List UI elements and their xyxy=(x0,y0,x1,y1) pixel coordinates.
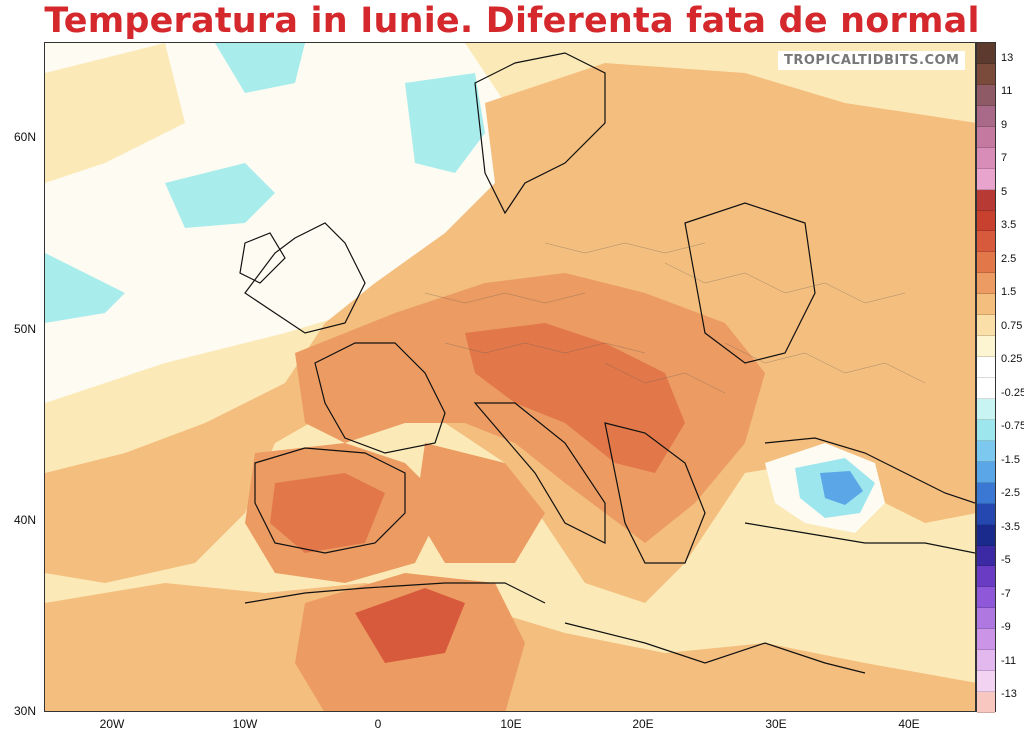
cool-patch xyxy=(215,43,305,93)
colorbar-cell xyxy=(977,273,995,295)
colorbar-cell xyxy=(977,189,995,211)
colorbar-cell xyxy=(977,524,995,546)
colorbar-label: 0.25 xyxy=(1001,353,1023,366)
colorbar-cell xyxy=(977,378,995,399)
cool-patch xyxy=(405,73,485,173)
colorbar-cell xyxy=(977,419,995,441)
lon-label-30e: 30E xyxy=(765,717,787,731)
colorbar-cell xyxy=(977,671,995,693)
hottest-region xyxy=(270,473,385,553)
colorbar-cell xyxy=(977,692,995,713)
hottest-region xyxy=(355,588,465,663)
lat-label-60n: 60N xyxy=(14,130,37,144)
lat-label-40n: 40N xyxy=(14,513,37,527)
colorbar-label: 1.5 xyxy=(1001,286,1017,299)
lon-label-20w: 20W xyxy=(99,717,125,731)
colorbar-cell xyxy=(977,566,995,588)
colorbar-cell xyxy=(977,336,995,358)
colorbar-label: 3.5 xyxy=(1001,219,1017,232)
hot-region xyxy=(415,443,545,563)
cool-patch xyxy=(165,163,275,228)
colorbar-label: -7 xyxy=(1001,587,1011,600)
colorbar-cell xyxy=(977,461,995,483)
coastlines xyxy=(239,52,975,674)
colorbar-label: 2.5 xyxy=(1001,252,1017,265)
colorbar-label: -13 xyxy=(1001,688,1017,700)
colorbar-cell xyxy=(977,440,995,462)
lon-label-10w: 10W xyxy=(232,717,258,731)
colorbar-cell xyxy=(977,147,995,169)
colorbar-cell xyxy=(977,398,995,420)
colorbar-cell xyxy=(977,294,995,316)
colorbar-cell xyxy=(977,210,995,232)
colorbar-cell xyxy=(977,168,995,190)
lon-label-10e: 10E xyxy=(500,717,522,731)
colorbar-cell xyxy=(977,482,995,504)
colorbar-label: 9 xyxy=(1001,118,1008,131)
colorbar-cell xyxy=(977,105,995,127)
colorbar-label: -3.5 xyxy=(1001,520,1020,533)
hottest-region xyxy=(465,323,685,473)
lat-label-30n: 30N xyxy=(14,704,37,718)
colorbar-label: 13 xyxy=(1001,52,1014,64)
cool-patch xyxy=(45,253,125,323)
colorbar-label: -0.75 xyxy=(1001,420,1024,433)
map-canvas xyxy=(45,43,975,711)
lat-label-50n: 50N xyxy=(14,322,37,336)
colorbar-cell xyxy=(977,587,995,609)
map-title: Temperatura in Iunie. Diferenta fata de … xyxy=(44,1,980,41)
source-watermark: TROPICALTIDBITS.COM xyxy=(778,51,966,70)
cold-anomaly-core xyxy=(820,471,863,505)
colorbar-cell xyxy=(977,629,995,651)
colorbar-label: -9 xyxy=(1001,621,1011,634)
colorbar-label: -0.25 xyxy=(1001,386,1024,399)
colorbar-cell xyxy=(977,231,995,253)
colorbar-cell xyxy=(977,608,995,630)
lon-label-20e: 20E xyxy=(632,717,654,731)
colorbar-label: -1.5 xyxy=(1001,453,1020,466)
colorbar-cell xyxy=(977,63,995,85)
colorbar-cell xyxy=(977,315,995,337)
colorbar-label: 11 xyxy=(1001,85,1013,98)
temperature-anomaly-map xyxy=(44,42,976,712)
colorbar-cell xyxy=(977,503,995,525)
colorbar-cell xyxy=(977,126,995,148)
colorbar-label: 7 xyxy=(1001,152,1008,165)
colorbar-cell xyxy=(977,650,995,672)
colorbar-cell xyxy=(977,84,995,106)
colorbar xyxy=(976,42,996,713)
colorbar-cell xyxy=(977,43,995,64)
country-borders xyxy=(424,242,926,394)
lon-label-0: 0 xyxy=(374,717,382,731)
colorbar-cell xyxy=(977,252,995,274)
colorbar-cell xyxy=(977,357,995,378)
colorbar-label: 0.75 xyxy=(1001,319,1023,332)
lon-label-40e: 40E xyxy=(898,717,920,731)
colorbar-label: -5 xyxy=(1001,554,1011,567)
colorbar-label: -11 xyxy=(1001,654,1017,667)
colorbar-label: -2.5 xyxy=(1001,487,1020,500)
colorbar-label: 5 xyxy=(1001,185,1008,198)
colorbar-cell xyxy=(977,545,995,567)
